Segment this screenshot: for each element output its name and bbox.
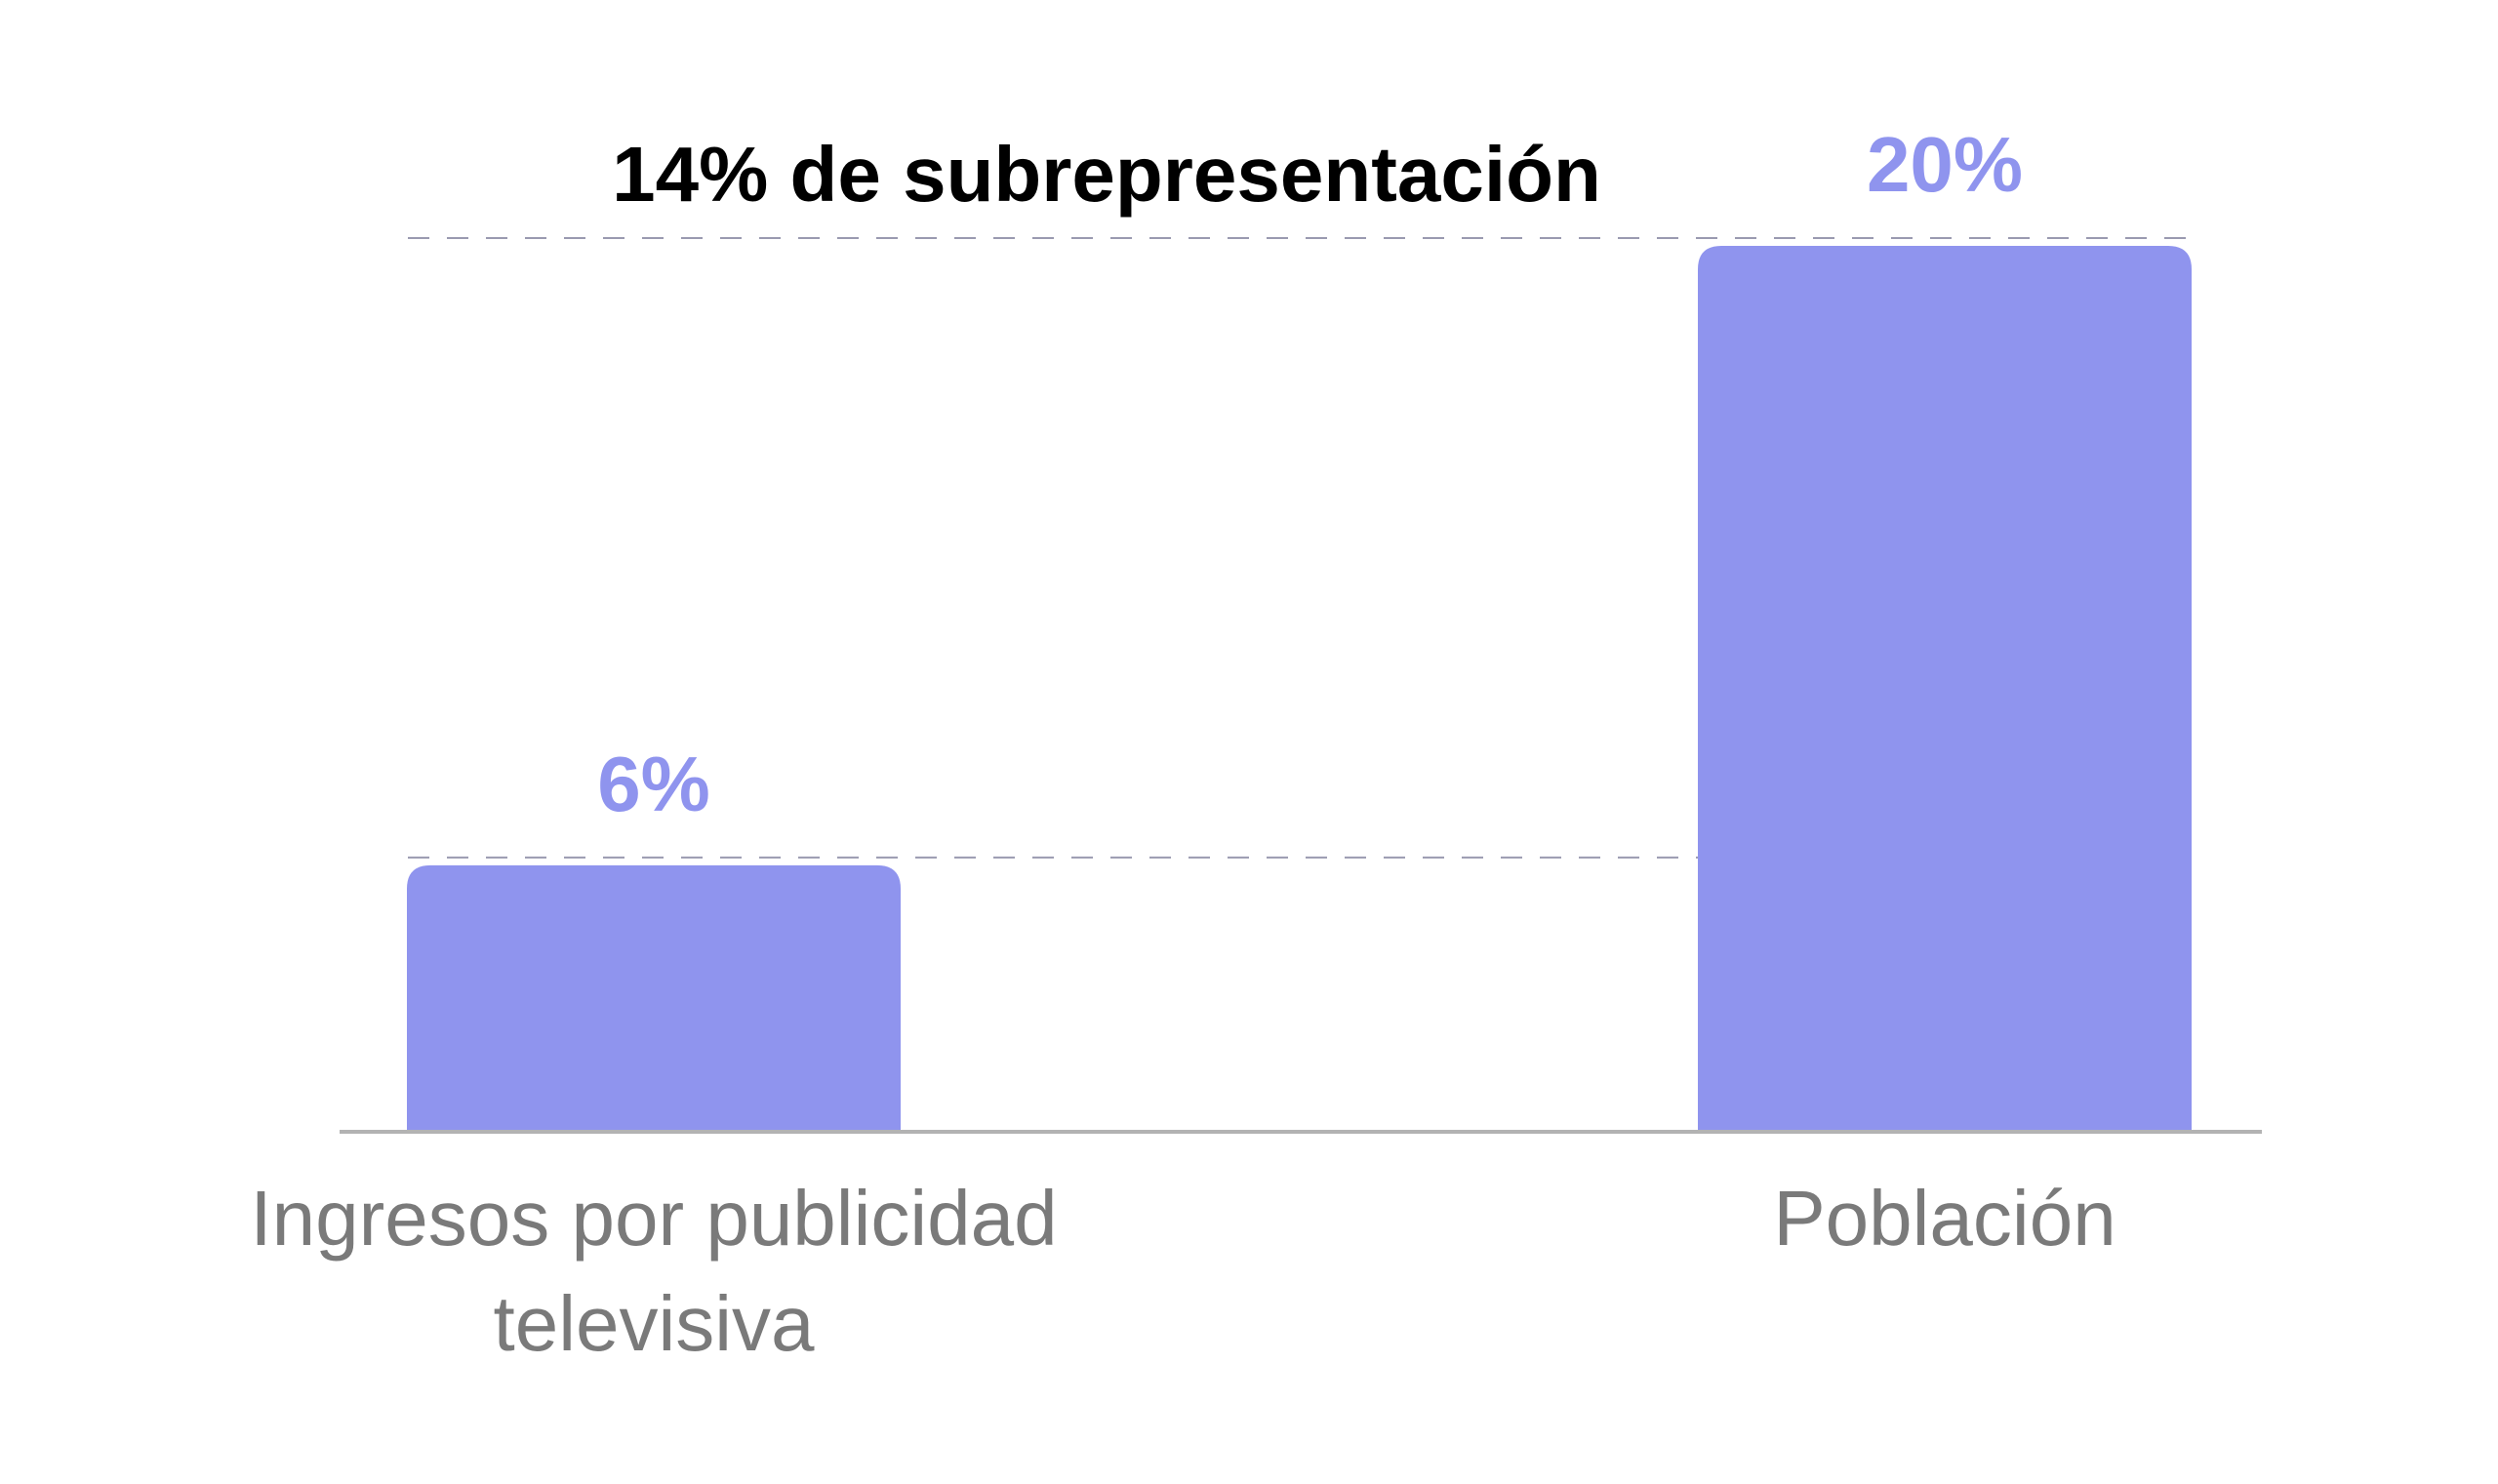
category-label-0: Ingresos por publicidad televisiva — [250, 1175, 1057, 1367]
category-label-line: Población — [1773, 1175, 2115, 1262]
bar-1 — [1698, 246, 2192, 1131]
bar-0 — [407, 864, 901, 1131]
value-label-0: 6% — [597, 741, 710, 827]
value-labels: 6% 20% — [597, 121, 2023, 827]
category-labels: Ingresos por publicidad televisiva Poblaci… — [250, 1175, 2115, 1367]
category-label-line: Ingresos por publicidad — [250, 1175, 1057, 1262]
category-label-line: televisiva — [493, 1280, 815, 1367]
bars — [407, 246, 2192, 1131]
difference-annotation: 14% de subrepresentación — [612, 131, 1601, 218]
value-label-1: 20% — [1867, 121, 2023, 208]
category-label-1: Población — [1773, 1175, 2115, 1262]
